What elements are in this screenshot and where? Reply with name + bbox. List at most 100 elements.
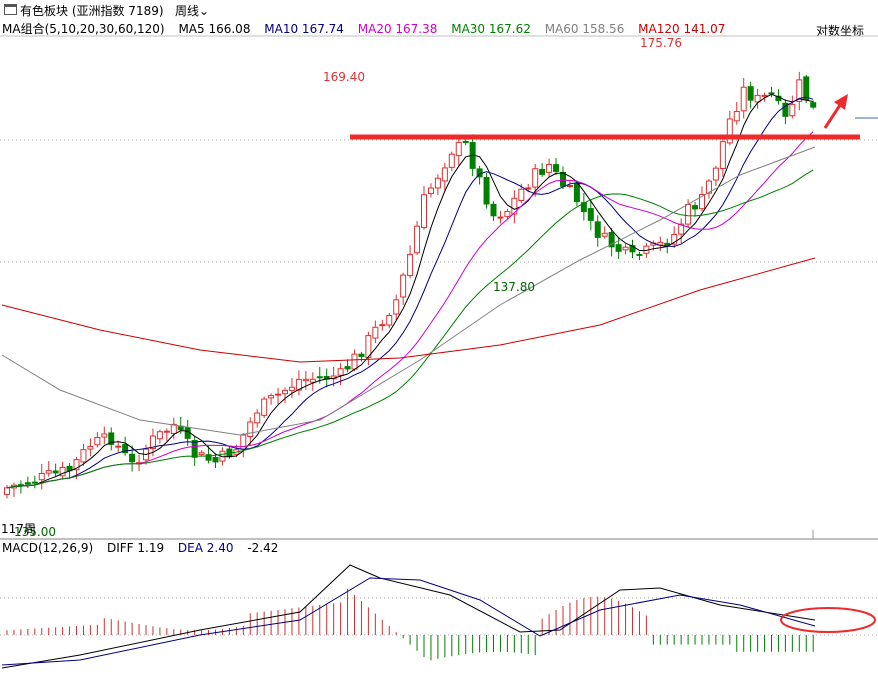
ma60-line: [1, 146, 816, 436]
candle-body: [594, 221, 601, 238]
candle-body: [31, 481, 38, 484]
ma20-label: MA20 167.38: [357, 22, 438, 36]
candle-body: [80, 449, 87, 463]
candle-body: [198, 452, 205, 455]
candle-body: [414, 225, 421, 254]
candle-body: [740, 86, 747, 112]
candle-body: [518, 188, 525, 201]
highlight-ellipse: [780, 607, 876, 633]
ma120-label: MA120 141.07: [638, 22, 726, 36]
candle-body: [782, 102, 789, 117]
instrument-title: 有色板块 (亚洲指数 7189): [20, 4, 164, 18]
dea-line: [1, 577, 816, 666]
candle-body: [671, 234, 678, 245]
candle-body: [170, 423, 177, 434]
candle-body: [73, 459, 80, 471]
candle-body: [129, 453, 136, 463]
candle-body: [532, 168, 539, 188]
candle-body: [45, 470, 52, 474]
candle-body: [678, 223, 685, 235]
candle-body: [622, 246, 629, 251]
candle-body: [372, 326, 379, 339]
ma5-label: MA5 166.08: [178, 22, 251, 36]
candle-body: [316, 376, 323, 379]
candle-body: [726, 118, 733, 144]
candle-body: [191, 440, 198, 458]
candle-body: [295, 378, 302, 391]
candle-body: [511, 197, 518, 215]
candle-body: [483, 177, 490, 205]
candle-body: [685, 203, 692, 225]
candle-body: [525, 187, 532, 190]
candle-body: [448, 153, 455, 168]
candle-body: [761, 94, 768, 97]
candle-body: [497, 216, 504, 219]
log-scale-toggle[interactable]: 对数坐标: [815, 24, 864, 38]
candle-body: [87, 445, 94, 450]
candle-body: [94, 437, 101, 446]
candle-body: [393, 299, 400, 315]
candle-body: [699, 193, 705, 210]
ma10-line: [6, 96, 814, 489]
diff-line: [1, 564, 816, 669]
candle-body: [455, 141, 462, 157]
candle-body: [52, 470, 59, 474]
candle-body: [351, 353, 358, 370]
period-dropdown[interactable]: 周线⌄: [175, 2, 209, 19]
candle-body: [587, 208, 594, 221]
candle-body: [254, 412, 261, 424]
candle-body: [810, 102, 817, 108]
candle-body: [712, 167, 719, 181]
price-annotation-low: 137.80: [493, 280, 535, 294]
candle-body: [101, 433, 108, 438]
candle-body: [719, 141, 726, 169]
candle-body: [789, 103, 796, 117]
candle-body: [560, 171, 566, 187]
candle-body: [427, 187, 434, 194]
candle-body: [768, 92, 775, 95]
dea-label: DEA 2.40: [177, 541, 234, 555]
candle-body: [212, 456, 219, 463]
candle-body: [692, 205, 699, 210]
price-annotation-low: 135.00: [14, 525, 56, 539]
candle-body: [156, 431, 163, 440]
candle-body: [4, 487, 10, 495]
candle-body: [59, 466, 66, 477]
macd-group-label: MACD(12,26,9): [2, 541, 94, 555]
ma30-line: [6, 169, 814, 489]
candle-body: [344, 366, 351, 370]
candle-body: [38, 472, 45, 481]
candle-body: [24, 482, 31, 485]
price-annotation-count: 117周: [1, 522, 36, 536]
ma-group-label: MA组合(5,10,20,30,60,120): [2, 22, 165, 36]
candle-body: [733, 111, 740, 122]
candle-body: [379, 324, 386, 327]
candle-body: [358, 353, 365, 357]
candle-body: [122, 444, 129, 454]
candle-body: [421, 194, 427, 229]
trend-arrow-head: [834, 94, 848, 110]
candle-body: [261, 398, 268, 416]
macd-value-label: -2.42: [247, 541, 279, 555]
candle-body: [546, 163, 553, 173]
candle-body: [149, 435, 156, 449]
ma20-line: [6, 131, 814, 489]
ma5-line: [6, 93, 814, 489]
candle-body: [539, 168, 546, 175]
candle-body: [803, 76, 810, 101]
candle-body: [268, 395, 275, 399]
candle-body: [608, 231, 615, 248]
ma60-label: MA60 158.56: [544, 22, 625, 36]
price-annotation-high: 175.76: [640, 36, 682, 50]
candle-body: [553, 164, 560, 172]
candle-body: [302, 378, 309, 382]
candle-body: [462, 140, 469, 143]
candle-body: [184, 427, 191, 439]
candle-body: [337, 368, 344, 376]
trend-arrow-shaft: [823, 101, 844, 129]
ma30-label: MA30 167.62: [451, 22, 531, 36]
window-icon: [4, 4, 17, 15]
candle-body: [504, 211, 511, 217]
ma10-label: MA10 167.74: [264, 22, 344, 36]
